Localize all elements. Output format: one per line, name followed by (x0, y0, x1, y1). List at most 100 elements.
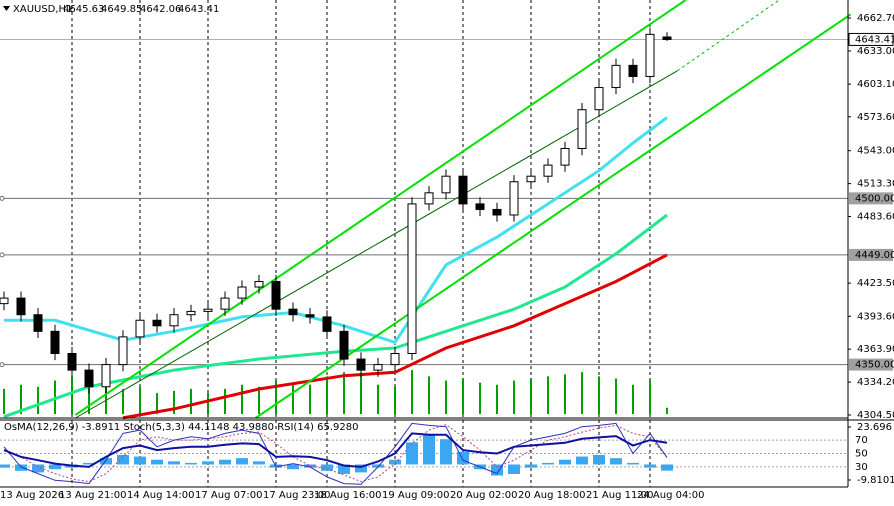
candle-body (390, 353, 400, 366)
candle-body (424, 192, 434, 205)
osma-bar (219, 459, 231, 465)
level-label-box (849, 192, 893, 205)
candle-body (526, 175, 536, 183)
candle-body (662, 36, 672, 40)
volume-bar (598, 376, 600, 414)
candle-body (458, 175, 468, 205)
volume-bar (513, 380, 515, 414)
candle-body (118, 336, 128, 366)
header: XAUUSD,H1 4645.63 4649.85 4642.06 4643.4… (3, 4, 219, 15)
candle-body (271, 280, 281, 310)
indicator-plot (0, 420, 848, 487)
volume-bar (394, 386, 396, 414)
level-label: 4500.00 (855, 193, 894, 204)
osma-bar (83, 462, 95, 465)
y-tick-label: 23.696 (857, 422, 892, 433)
candle-body (288, 308, 298, 316)
volume-bar (649, 380, 651, 414)
candle-body (33, 314, 43, 332)
y-tick-label: 4363.90 (857, 344, 894, 355)
candle-body (594, 87, 604, 111)
osma-bar (576, 456, 588, 465)
volume-bar (326, 376, 328, 414)
osma-bar (236, 458, 248, 465)
osma-bar (100, 458, 112, 465)
volume-bar (37, 386, 39, 414)
y-tick-label: 4543.00 (857, 146, 894, 157)
osma-bar (372, 464, 384, 468)
x-tick-label: 20 Aug 18:00 (518, 490, 585, 501)
volume-bar (377, 384, 379, 414)
volume-bar (343, 372, 345, 414)
osma-bar (406, 442, 418, 465)
y-tick-label: 4633.00 (857, 46, 894, 57)
osma-bar (168, 461, 180, 465)
candle-body (492, 208, 502, 216)
osma-bar (304, 464, 316, 468)
volume-bar (88, 378, 90, 414)
candle-body (611, 64, 621, 89)
current-price-box (848, 32, 894, 46)
volume-bar (190, 388, 192, 414)
volume-bar (666, 407, 668, 414)
volume-bar (292, 382, 294, 414)
osma-bar (32, 464, 44, 473)
x-tick-label: 24 Aug 04:00 (637, 490, 704, 501)
osma-bar (457, 451, 469, 465)
volume-bar (71, 376, 73, 414)
volume-bar (258, 386, 260, 414)
symbol: XAUUSD,H1 (13, 4, 72, 15)
candle-body (152, 319, 162, 327)
candle-body (254, 280, 264, 288)
osma-bar (117, 454, 129, 465)
candle-body (220, 297, 230, 310)
candle-body (543, 164, 553, 177)
volume-bar (564, 374, 566, 414)
volume-bar (224, 388, 226, 414)
candle-body (560, 147, 570, 166)
x-tick-label: 21 Aug 11:00 (586, 490, 653, 501)
trendline (255, 13, 852, 419)
osma-bar (355, 464, 367, 473)
osma-bar (389, 459, 401, 465)
level-label: 4449.00 (855, 250, 894, 261)
candle-body (356, 358, 366, 371)
x-tick-label: 17 Aug 23:00 (263, 490, 330, 501)
level-label-box (849, 358, 893, 371)
close-value: 4643.41 (178, 4, 219, 15)
volume-bar (530, 378, 532, 414)
volume-bar (496, 384, 498, 414)
candle-body (322, 316, 332, 332)
y2-tick-label: 30 (855, 462, 868, 473)
osma-bar (491, 464, 503, 476)
candle-body (16, 297, 26, 316)
volume-bar (173, 391, 175, 414)
osma-bar (542, 462, 554, 465)
level-anchor (0, 252, 5, 258)
osma-bar (338, 464, 350, 474)
osma-bar (253, 461, 265, 465)
rsi-line (3, 432, 668, 468)
candle-body (101, 364, 111, 388)
osma-bar (661, 464, 673, 471)
volume-bar (360, 374, 362, 414)
trendline (75, 70, 678, 419)
volume-bar (479, 382, 481, 414)
volume-bar (581, 372, 583, 414)
osma-bar (202, 461, 214, 465)
high-value: 4649.85 (101, 4, 142, 15)
y-tick-label: 4393.60 (857, 311, 894, 322)
y-tick-label: 4483.60 (857, 212, 894, 223)
candle-body (50, 330, 60, 355)
volume-bar (275, 380, 277, 414)
volume-bar (3, 388, 5, 414)
x-tick-label: 13 Aug 21:00 (59, 490, 126, 501)
osma-bar (644, 464, 656, 468)
osma-bar (15, 464, 27, 471)
candle-body (645, 33, 655, 77)
osma-bar (610, 458, 622, 465)
candle-body (628, 64, 638, 77)
x-tick-label: 14 Aug 14:00 (127, 490, 194, 501)
moving-average (122, 253, 668, 420)
